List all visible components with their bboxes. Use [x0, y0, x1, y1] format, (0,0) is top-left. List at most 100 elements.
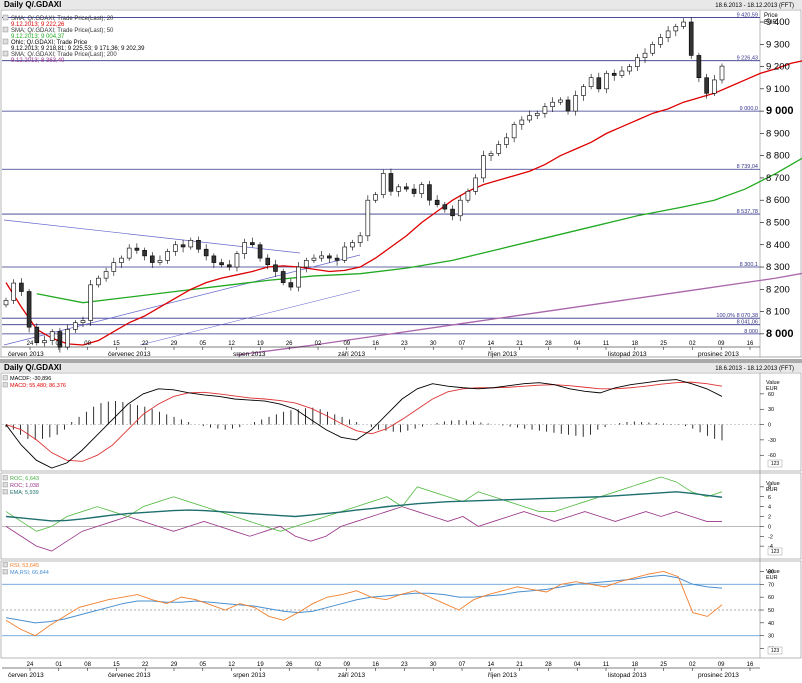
bottom-xaxis-tick-label-6: 05 — [199, 662, 206, 668]
price-xaxis-month-3: září 2013 — [338, 351, 365, 358]
hline-label-6: 100,0% 8 070,38 — [716, 313, 758, 319]
candle-body-15 — [119, 257, 124, 263]
roc-panel-ytick-label-1: 6 — [768, 495, 771, 501]
bottom-xaxis-tick-label-17: 21 — [516, 662, 523, 668]
price-xaxis-month-1: červenec 2013 — [108, 351, 151, 358]
macd-panel-legend-0: MACDF; -30,896 — [10, 376, 51, 382]
candle-body-67 — [519, 119, 525, 125]
roc-panel-unit-box — [767, 547, 783, 556]
ma-rsi-line — [5, 574, 723, 624]
candle-body-43 — [334, 257, 340, 261]
macd-panel-ytick-label-4: -60 — [768, 453, 776, 459]
roc-panel-ytick-label-3: 2 — [768, 515, 771, 521]
candle-body-63 — [488, 153, 494, 156]
candle-body-12 — [96, 277, 101, 286]
candle-body-0 — [3, 300, 9, 306]
candle-body-14 — [111, 262, 117, 272]
legend-icon-1 — [2, 26, 9, 33]
legend-label-0: SMA; Q/.GDAXI; Trade Price(Last); 20 — [11, 16, 114, 22]
roc-panel-unit-box-label: 123 — [771, 549, 780, 555]
candle-body-17 — [134, 247, 140, 251]
roc-panel-ytick-label-5: -2 — [768, 534, 773, 540]
rsi-panel-ytick-label-5: 30 — [768, 634, 774, 640]
price-ytick-label-10: 9 000 — [766, 105, 794, 117]
legend-label-3: SMA; Q/.GDAXI; Trade Price(Last); 200 — [11, 52, 117, 58]
bottom-xaxis-tick-label-15: 07 — [459, 662, 466, 668]
candle-body-89 — [688, 21, 694, 56]
candle-body-53 — [411, 188, 417, 194]
price-axis-unit: EUR — [764, 20, 777, 26]
candle-body-4 — [34, 326, 40, 344]
price-horizontal-lines: 9 420,59 9 226,43 9 000,0 8 739,04 8 537,78 8… — [2, 12, 760, 335]
bottom-xaxis-month-3: září 2013 — [338, 672, 365, 679]
bottom-xaxis-tick-label-14: 30 — [430, 662, 437, 668]
candle-body-32 — [250, 242, 255, 246]
rsi-panel-axis-label: Value — [766, 569, 780, 575]
price-ytick-label-4: 8 400 — [766, 240, 790, 251]
candle-body-66 — [511, 124, 517, 139]
candle-body-27 — [211, 255, 217, 263]
macd-line — [5, 379, 723, 469]
macd-panel-ytick-label-3: -30 — [768, 438, 776, 444]
rsi-panel-legend-0: RSI; 53,645 — [10, 563, 39, 569]
macd-panel-axis-unit: EUR — [766, 386, 778, 392]
price-x-axis: 24 01 08 15 22 29 05 12 19 26 02 09 16 23 30 07 14 21 28 04… — [2, 341, 760, 358]
price-xaxis-tick-label-21: 18 — [631, 341, 638, 347]
price-xaxis-tick-label-19: 04 — [574, 341, 581, 347]
candle-body-91 — [704, 77, 709, 94]
candle-body-92 — [712, 79, 717, 94]
price-xaxis-tick-label-0: 24 — [27, 341, 34, 347]
price-xaxis-tick-label-16: 14 — [487, 341, 494, 347]
rsi-panel-legend-1: MA,RSI; 66,844 — [10, 570, 49, 576]
legend-value-2: 9.12.2013; 9 218,81; 9 225,53; 9 171,36;… — [11, 46, 145, 52]
sma50-path — [36, 157, 802, 304]
candle-body-19 — [149, 255, 155, 263]
candle-body-88 — [681, 21, 686, 27]
candle-body-58 — [450, 208, 455, 217]
price-xaxis-tick-label-8: 19 — [257, 341, 264, 347]
candle-body-75 — [581, 86, 586, 96]
legend-label-1: SMA; Q/.GDAXI; Trade Price(Last); 50 — [11, 28, 114, 34]
macd-panel-legend-icon-0 — [2, 375, 8, 381]
candle-body-49 — [380, 173, 386, 195]
price-xaxis-tick-label-10: 02 — [315, 341, 322, 347]
candle-body-9 — [72, 322, 78, 330]
bottom-xaxis-tick-label-3: 15 — [113, 662, 120, 668]
candle-body-26 — [203, 248, 209, 257]
hline-label-2: 9 000,0 — [740, 106, 758, 112]
hline-label-0: 9 420,59 — [737, 12, 758, 18]
candle-body-73 — [565, 99, 571, 112]
candle-body-13 — [103, 271, 109, 279]
roc-panel-axis-label: Value — [766, 481, 780, 487]
price-xaxis-month-4: říjen 2013 — [488, 351, 517, 358]
candle-body-20 — [157, 260, 163, 263]
roc-panel-legend-2: EMA; 5,939 — [10, 490, 39, 496]
roc-panel-legend-icon-0 — [2, 475, 8, 481]
bottom-xaxis-month-0: červen 2013 — [8, 672, 44, 679]
price-panel-title: Daily Q/.GDAXI — [4, 0, 61, 9]
bottom-xaxis-tick-label-19: 04 — [574, 662, 581, 668]
price-xaxis-month-6: prosinec 2013 — [698, 351, 739, 358]
candle-body-23 — [180, 244, 186, 248]
bottom-xaxis-tick-label-4: 22 — [142, 662, 149, 668]
bottom-xaxis-tick-label-21: 18 — [631, 662, 638, 668]
candle-body-74 — [573, 95, 579, 112]
sma20-path — [5, 60, 802, 346]
candle-body-45 — [350, 242, 355, 248]
bottom-xaxis-tick-label-20: 11 — [603, 662, 610, 668]
legend-value-3: 9.12.2013; 8 363,40 — [11, 58, 65, 64]
bottom-xaxis-month-5: listopad 2013 — [608, 672, 647, 679]
bottom-xaxis-tick-label-2: 08 — [84, 662, 91, 668]
candle-body-50 — [388, 173, 394, 192]
candle-body-54 — [419, 184, 425, 194]
price-xaxis-tick-label-5: 29 — [171, 341, 178, 347]
candle-body-44 — [342, 246, 348, 261]
price-ytick-label-11: 9 100 — [766, 84, 790, 95]
roc-panel-ytick-label-4: 0 — [768, 524, 771, 530]
roc-panel-ytick-label-2: 4 — [768, 505, 771, 511]
bottom-xaxis-month-4: říjen 2013 — [488, 672, 517, 679]
candle-body-25 — [196, 239, 201, 250]
candle-body-69 — [534, 113, 540, 116]
